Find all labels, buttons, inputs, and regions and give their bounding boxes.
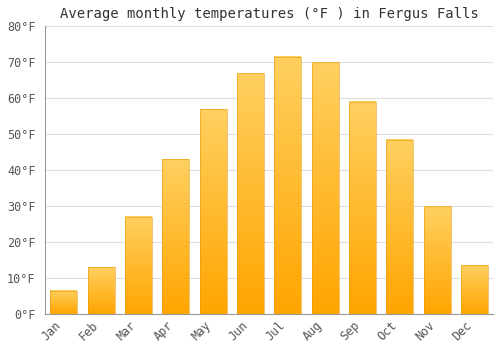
Bar: [237, 73, 264, 314]
Bar: [349, 102, 376, 314]
Bar: [125, 217, 152, 314]
Bar: [162, 159, 189, 314]
Title: Average monthly temperatures (°F ) in Fergus Falls: Average monthly temperatures (°F ) in Fe…: [60, 7, 478, 21]
Bar: [88, 267, 115, 314]
Bar: [424, 206, 450, 314]
Bar: [461, 265, 488, 314]
Bar: [386, 140, 413, 314]
Bar: [312, 62, 338, 314]
Bar: [274, 57, 301, 314]
Bar: [50, 290, 78, 314]
Bar: [200, 109, 226, 314]
